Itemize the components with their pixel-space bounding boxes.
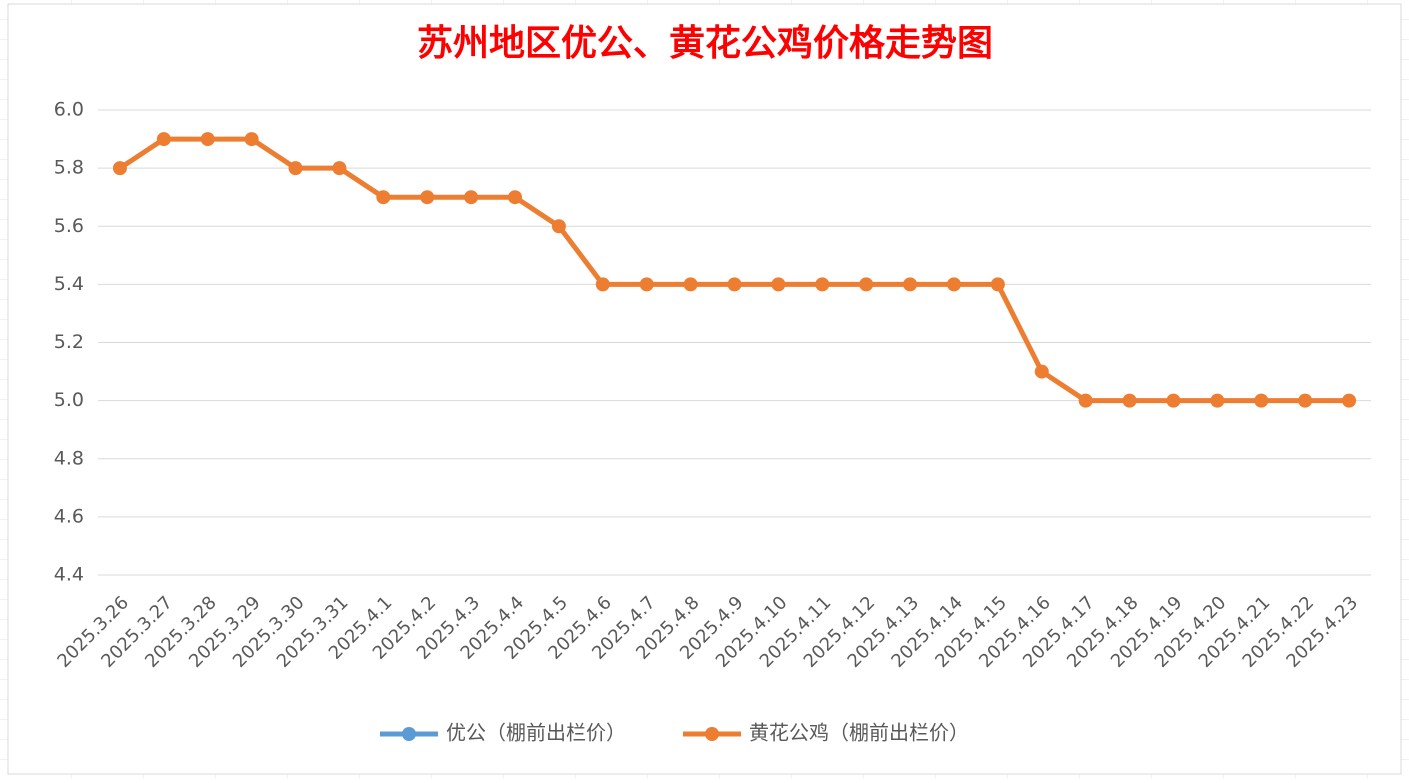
data-point bbox=[595, 277, 610, 292]
data-point bbox=[1122, 393, 1137, 408]
chart-area bbox=[7, 3, 1402, 775]
data-point bbox=[1342, 393, 1357, 408]
y-tick-label: 4.8 bbox=[54, 447, 84, 469]
y-tick-label: 5.8 bbox=[54, 157, 84, 179]
data-point bbox=[1034, 364, 1049, 379]
data-point bbox=[464, 190, 479, 205]
data-point bbox=[1254, 393, 1269, 408]
data-point bbox=[244, 132, 259, 147]
data-point bbox=[990, 277, 1005, 292]
data-point bbox=[420, 190, 435, 205]
y-tick-label: 4.6 bbox=[54, 505, 84, 527]
data-point bbox=[156, 132, 171, 147]
data-point bbox=[683, 277, 698, 292]
y-tick-label: 6.0 bbox=[54, 99, 84, 121]
data-point bbox=[288, 161, 303, 176]
data-point bbox=[376, 190, 391, 205]
y-tick-label: 5.0 bbox=[54, 389, 84, 411]
data-point bbox=[903, 277, 918, 292]
legend-label: 黄花公鸡（棚前出栏价） bbox=[749, 721, 969, 745]
legend-label: 优公（棚前出栏价） bbox=[446, 721, 626, 745]
data-point bbox=[1166, 393, 1181, 408]
data-point bbox=[727, 277, 742, 292]
data-point bbox=[771, 277, 786, 292]
data-point bbox=[112, 161, 127, 176]
data-point bbox=[332, 161, 347, 176]
data-point bbox=[200, 132, 215, 147]
data-point bbox=[815, 277, 830, 292]
data-point bbox=[1298, 393, 1313, 408]
y-tick-label: 5.2 bbox=[54, 331, 84, 353]
data-point bbox=[639, 277, 654, 292]
data-point bbox=[946, 277, 961, 292]
chart-title: 苏州地区优公、黄花公鸡价格走势图 bbox=[417, 22, 993, 64]
data-point bbox=[508, 190, 523, 205]
data-point bbox=[859, 277, 874, 292]
data-point bbox=[1078, 393, 1093, 408]
y-tick-label: 5.4 bbox=[54, 273, 84, 295]
legend-marker bbox=[705, 727, 719, 741]
y-tick-label: 5.6 bbox=[54, 215, 84, 237]
legend-marker bbox=[402, 727, 416, 741]
data-point bbox=[1210, 393, 1225, 408]
data-point bbox=[551, 219, 566, 234]
y-tick-label: 4.4 bbox=[54, 564, 84, 586]
